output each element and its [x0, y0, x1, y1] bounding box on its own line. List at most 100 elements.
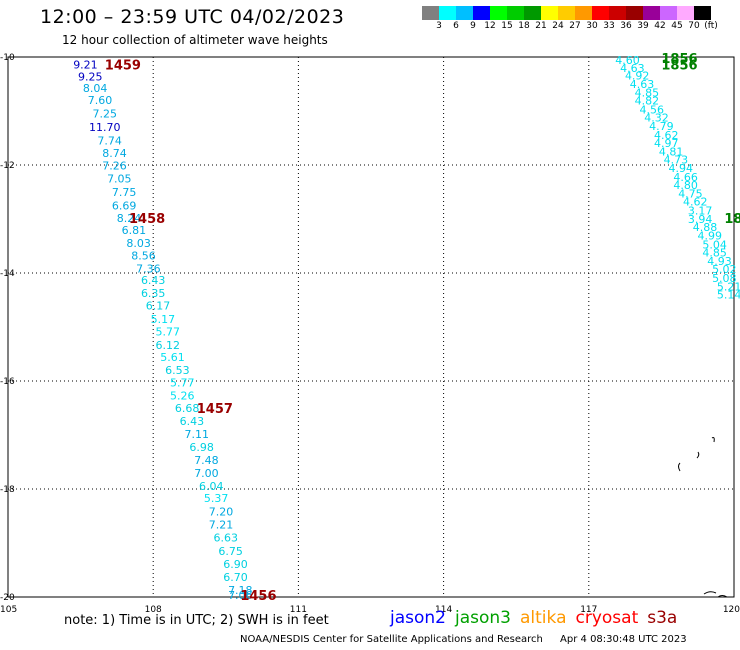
wave-height-label: 7.36 [136, 263, 161, 276]
wave-height-label: 4.80 [673, 179, 698, 192]
wave-height-label: 7.11 [185, 428, 210, 441]
wave-height-label: 5.08 [712, 272, 737, 285]
colorbar-swatch [439, 6, 456, 20]
x-tick-label: 117 [580, 605, 597, 615]
wave-height-label: 4.97 [654, 137, 679, 150]
wave-height-label: 7.20 [209, 506, 234, 519]
wave-height-label: 4.63 [630, 78, 655, 91]
page-title: 12:00 – 23:59 UTC 04/02/2023 [40, 6, 345, 28]
colorbar-label: 24 [552, 21, 564, 31]
plot-frame [7, 56, 735, 598]
wave-height-label: 6.12 [155, 339, 180, 352]
colorbar-swatch [677, 6, 694, 20]
pass-time-label: 1457 [197, 402, 233, 417]
colorbar-swatch [558, 6, 575, 20]
wave-height-label: 5.77 [170, 377, 195, 390]
wave-height-label: 5.61 [160, 351, 185, 364]
wave-height-label: 4.63 [620, 62, 645, 75]
pass-time-label: 1458 [129, 212, 165, 227]
x-tick-label: 114 [435, 605, 452, 615]
colorbar-label: 18 [518, 21, 530, 31]
wave-height-label: 7.21 [209, 519, 234, 532]
colorbar-label: 33 [603, 21, 615, 31]
wave-height-label: 6.68 [175, 402, 200, 415]
wave-height-label: 4.81 [659, 146, 684, 159]
colorbar-labels: 3 6 9 12 15 18 21 24 27 30 33 36 39 42 45 70 (ft) [422, 21, 740, 33]
y-tick-label: -20 [0, 593, 15, 603]
wave-height-label: 8.56 [131, 250, 156, 263]
credit-timestamp: Apr 4 08:30:48 UTC 2023 [560, 634, 687, 645]
wave-height-label: 3.17 [688, 204, 713, 217]
wave-height-label: 4.79 [649, 120, 674, 133]
wave-height-label: 7.26 [102, 160, 127, 173]
colorbar-label: 21 [535, 21, 547, 31]
wave-height-label: 4.32 [644, 111, 669, 124]
wave-height-label: 11.70 [89, 121, 121, 134]
wave-height-label: 4.85 [702, 246, 727, 259]
wave-height-label: 4.94 [669, 162, 694, 175]
wave-height-label: 5.77 [155, 325, 180, 338]
colorbar-label: 12 [484, 21, 496, 31]
wave-height-label: 4.62 [654, 129, 679, 142]
y-tick-label: -16 [0, 377, 15, 387]
wave-height-label: 6.43 [141, 274, 166, 287]
wave-height-label: 7.18 [228, 584, 253, 597]
wave-height-label: 6.69 [112, 200, 137, 213]
colorbar-label: 6 [453, 21, 459, 31]
pass-time-label: 1459 [105, 59, 141, 74]
colorbar-swatch [609, 6, 626, 20]
wave-height-label: 7.60 [88, 94, 113, 107]
wave-height-label: 6.04 [199, 480, 224, 493]
colorbar-swatch [507, 6, 524, 20]
wave-height-label: 4.99 [698, 230, 723, 243]
legend-item-jason3: jason3 [455, 608, 511, 628]
legend-item-altika: altika [520, 608, 567, 628]
wave-height-label: 4.93 [707, 255, 732, 268]
colorbar-swatch [592, 6, 609, 20]
wave-height-label: 5.14 [717, 289, 740, 302]
page-subtitle: 12 hour collection of altimeter wave hei… [62, 33, 328, 47]
wave-height-label: 5.02 [712, 263, 737, 276]
credit-text: NOAA/NESDIS Center for Satellite Applica… [240, 634, 543, 645]
x-tick-label: 111 [290, 605, 307, 615]
wave-height-label: 7.06 [228, 589, 253, 602]
wave-height-label: 7.00 [194, 467, 219, 480]
wave-height-label: 4.62 [683, 196, 708, 209]
y-tick-label: -12 [0, 161, 15, 171]
colorbar-label: 39 [637, 21, 649, 31]
colorbar-swatch [660, 6, 677, 20]
x-tick-label: 120 [723, 605, 740, 615]
wave-height-label: 6.81 [122, 224, 147, 237]
colorbar-swatch [490, 6, 507, 20]
colorbar-swatch [575, 6, 592, 20]
colorbar-label: 42 [654, 21, 666, 31]
wave-height-label: 6.98 [189, 441, 214, 454]
pass-time-label: 1856 [661, 52, 697, 67]
wave-height-label: 7.74 [97, 135, 122, 148]
colorbar-swatch [473, 6, 490, 20]
pass-time-label: 1856 [661, 59, 697, 74]
colorbar-label: 36 [620, 21, 632, 31]
x-tick-label: 108 [145, 605, 162, 615]
wave-height-label: 6.43 [180, 415, 205, 428]
wave-height-label: 9.25 [78, 70, 103, 83]
colorbar-label: 3 [436, 21, 442, 31]
footer-credit: NOAA/NESDIS Center for Satellite Applica… [240, 634, 687, 645]
wave-height-label: 7.25 [93, 108, 118, 121]
y-tick-label: -10 [0, 53, 15, 63]
wave-height-label: 6.63 [214, 532, 239, 545]
wave-height-label: 6.17 [146, 299, 171, 312]
wave-height-label: 5.37 [204, 492, 229, 505]
wave-height-label: 8.24 [117, 212, 142, 225]
wave-height-label: 4.85 [635, 87, 660, 100]
colorbar-label: (ft) [704, 21, 718, 31]
wave-height-label: 8.03 [126, 237, 151, 250]
wave-height-label: 4.73 [664, 154, 689, 167]
wave-height-label: 5.04 [702, 238, 727, 251]
x-tick-label: 105 [0, 605, 17, 615]
coastline-fragment [678, 462, 681, 472]
wave-height-label: 7.05 [107, 173, 132, 186]
colorbar-swatch [541, 6, 558, 20]
wave-height-label: 6.53 [165, 364, 190, 377]
